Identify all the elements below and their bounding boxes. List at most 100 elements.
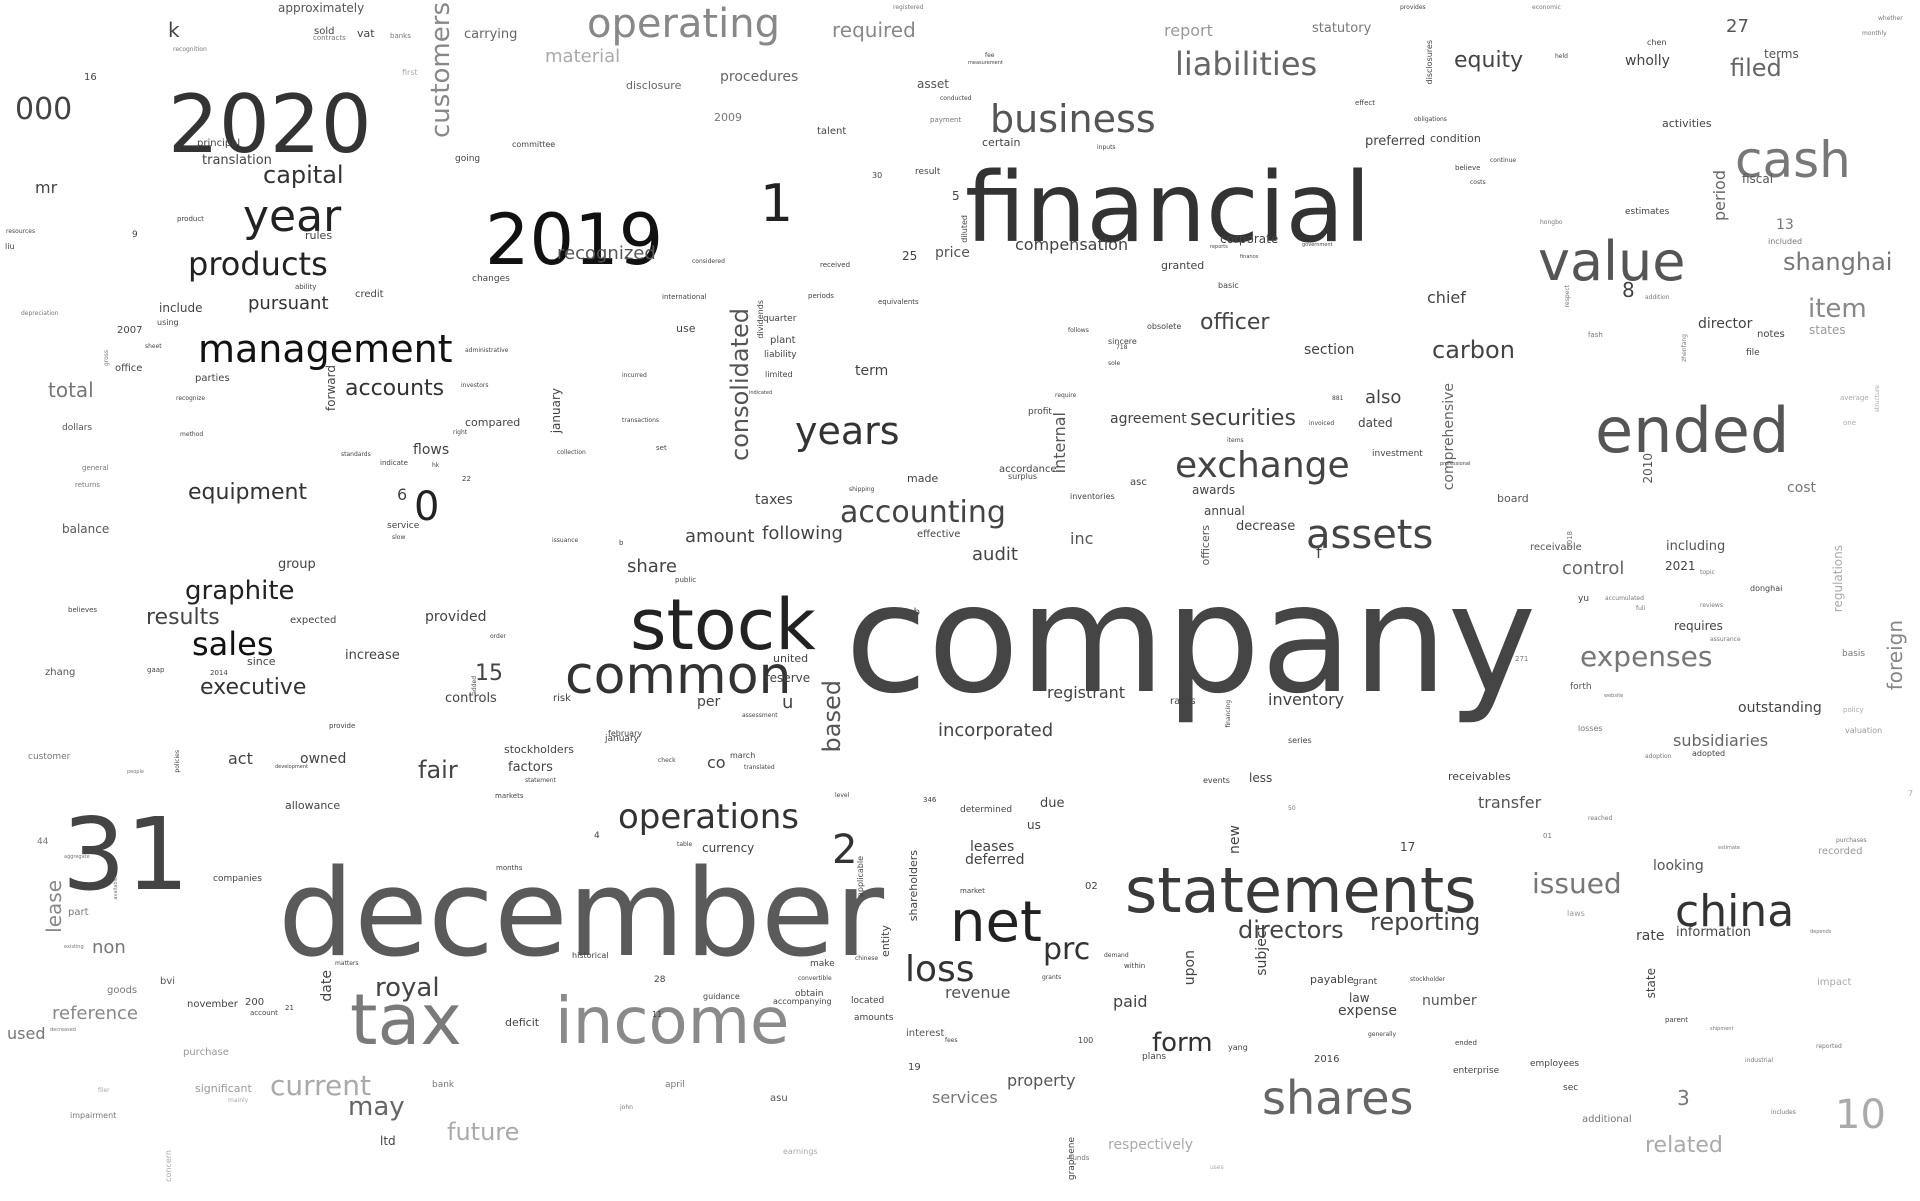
cloud-word: 100 xyxy=(1078,1036,1094,1045)
cloud-word: 1 xyxy=(760,174,794,234)
cloud-word: vat xyxy=(357,27,375,40)
cloud-word: ended xyxy=(1595,394,1790,467)
cloud-word: guidance xyxy=(703,992,740,1001)
cloud-word: resources xyxy=(6,228,36,235)
cloud-word: 4 xyxy=(594,831,600,841)
cloud-word: statements xyxy=(1125,854,1477,927)
cloud-word: 50 xyxy=(1288,805,1296,812)
cloud-word: fash xyxy=(1588,331,1603,339)
cloud-word: level xyxy=(835,792,850,799)
cloud-word: principal xyxy=(197,138,241,149)
cloud-word: deficit xyxy=(505,1016,540,1029)
cloud-word: table xyxy=(677,841,693,848)
cloud-word: generally xyxy=(1368,1031,1397,1038)
cloud-word: uses xyxy=(1210,1164,1224,1171)
cloud-word: flows xyxy=(413,442,450,458)
cloud-word: 28 xyxy=(654,975,666,985)
cloud-word: information xyxy=(1676,925,1752,940)
cloud-word: 30 xyxy=(872,171,883,180)
cloud-word: parties xyxy=(195,373,230,384)
cloud-word: act xyxy=(228,749,253,768)
cloud-word: chen xyxy=(1647,38,1667,47)
cloud-word: material xyxy=(545,46,621,67)
cloud-word: contracts xyxy=(313,34,346,42)
cloud-word: compared xyxy=(465,416,521,429)
cloud-word: losses xyxy=(1578,724,1603,733)
cloud-word: held xyxy=(1555,53,1568,60)
cloud-word: 2009 xyxy=(714,111,742,124)
cloud-word: taxes xyxy=(755,492,793,508)
cloud-word: months xyxy=(496,864,523,872)
cloud-word: reached xyxy=(1588,815,1613,822)
cloud-word: include xyxy=(159,301,203,315)
cloud-word: significant xyxy=(195,1082,252,1095)
cloud-word: incurred xyxy=(622,372,647,379)
cloud-word: compensation xyxy=(1015,235,1129,254)
cloud-word: adopted xyxy=(1692,749,1726,758)
cloud-word: effective xyxy=(917,529,961,540)
cloud-word: f xyxy=(1316,543,1322,562)
cloud-word: transactions xyxy=(622,417,660,424)
cloud-word: recognized xyxy=(557,243,656,264)
cloud-word: shanghai xyxy=(1783,248,1893,276)
cloud-word: rate xyxy=(1636,928,1665,944)
cloud-word: market xyxy=(960,887,985,895)
cloud-word: valuation xyxy=(1845,726,1883,735)
cloud-word: ended xyxy=(1455,1039,1477,1047)
cloud-word: file xyxy=(1746,348,1760,358)
cloud-word: accordance xyxy=(999,464,1057,475)
cloud-word: credit xyxy=(355,289,384,300)
cloud-word: controls xyxy=(445,691,497,706)
cloud-word: follows xyxy=(1068,327,1089,334)
cloud-word: added xyxy=(471,676,478,695)
cloud-word: mr xyxy=(35,178,58,197)
cloud-word: 01 xyxy=(1543,832,1552,840)
cloud-word: invoiced xyxy=(1309,420,1335,427)
cloud-word: recorded xyxy=(1818,846,1863,857)
cloud-word: section xyxy=(1304,342,1355,358)
cloud-word: november xyxy=(187,999,238,1010)
cloud-word: 2010 xyxy=(1641,453,1655,484)
cloud-word: estimate xyxy=(1718,845,1741,851)
cloud-word: item xyxy=(1808,294,1867,324)
cloud-word: indicated xyxy=(749,390,773,396)
cloud-word: balance xyxy=(62,522,110,536)
cloud-word: customers xyxy=(426,2,456,138)
cloud-word: income xyxy=(555,985,790,1059)
cloud-word: 200 xyxy=(245,997,265,1008)
cloud-word: donghai xyxy=(1750,584,1783,593)
cloud-word: requires xyxy=(1674,619,1723,633)
cloud-word: rules xyxy=(305,229,333,242)
cloud-word: increase xyxy=(345,648,400,663)
cloud-word: new xyxy=(1227,825,1243,854)
cloud-word: april xyxy=(665,1080,685,1090)
cloud-word: value xyxy=(1538,230,1686,293)
cloud-word: 25 xyxy=(902,249,918,263)
cloud-word: stockholders xyxy=(504,743,574,756)
cloud-word: periods xyxy=(808,292,834,300)
cloud-word: hk xyxy=(432,462,440,469)
cloud-word: basic xyxy=(1218,281,1239,290)
cloud-word: company xyxy=(845,553,1537,727)
cloud-word: reference xyxy=(52,1003,138,1024)
cloud-word: whether xyxy=(1878,15,1903,22)
cloud-word: december xyxy=(278,845,885,984)
cloud-word: markets xyxy=(495,792,524,800)
cloud-word: slow xyxy=(392,534,406,541)
cloud-word: inventories xyxy=(1070,492,1115,501)
cloud-word: talent xyxy=(817,126,847,137)
cloud-word: factors xyxy=(508,760,553,775)
cloud-word: 31 xyxy=(62,796,190,913)
cloud-word: part xyxy=(68,907,89,918)
cloud-word: people xyxy=(127,769,144,775)
cloud-word: 2021 xyxy=(1665,559,1696,573)
cloud-word: aggregate xyxy=(64,854,90,860)
cloud-word: since xyxy=(247,655,276,668)
cloud-word: respectively xyxy=(1108,1137,1194,1153)
cloud-word: john xyxy=(620,1104,633,1111)
cloud-word: considered xyxy=(692,258,725,265)
cloud-word: earnings xyxy=(783,1147,818,1156)
cloud-word: investors xyxy=(461,382,489,389)
cloud-word: surplus xyxy=(1008,472,1038,481)
